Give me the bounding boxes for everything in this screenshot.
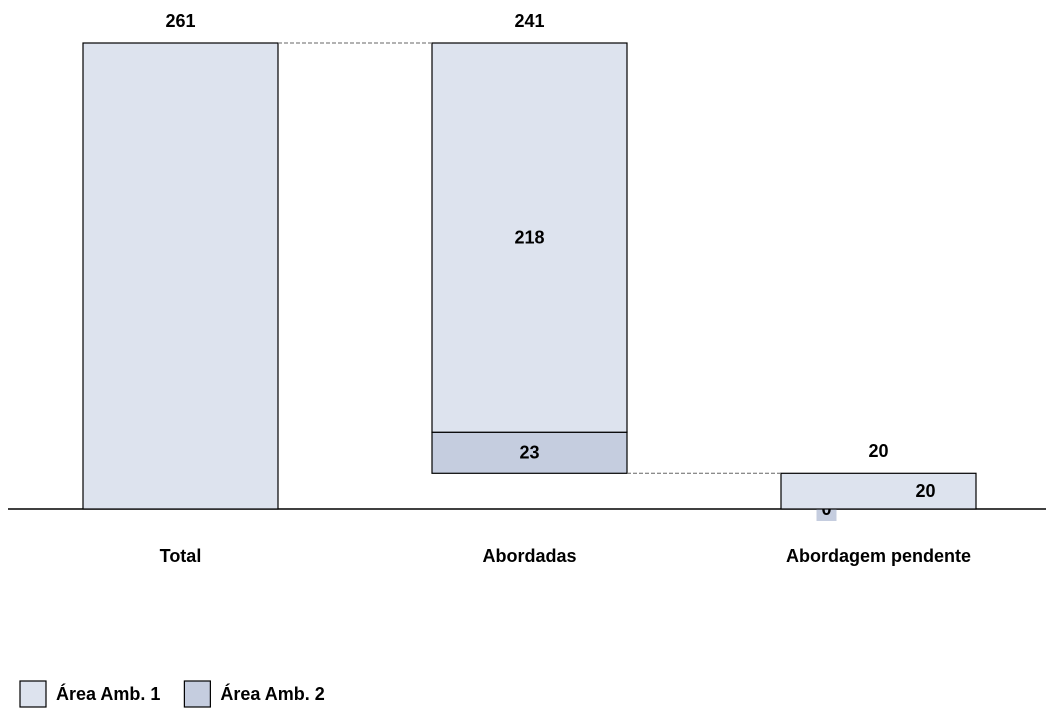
bar-segment (780, 472, 977, 510)
total-label: 261 (165, 11, 195, 31)
segment-label: 23 (519, 443, 539, 463)
total-label: 20 (868, 441, 888, 461)
x-tick-label: Abordadas (482, 546, 576, 566)
legend-label: Área Amb. 1 (56, 683, 160, 704)
total-label: 241 (514, 11, 544, 31)
x-tick-label: Abordagem pendente (786, 546, 971, 566)
legend-swatch (183, 680, 211, 708)
legend-label: Área Amb. 2 (220, 683, 324, 704)
segment-label: 218 (514, 227, 544, 247)
bar-segment (82, 42, 279, 510)
segment-label: 20 (915, 481, 935, 501)
bar-segment (431, 431, 628, 474)
bar-segment (431, 42, 628, 433)
x-tick-label: Total (160, 546, 202, 566)
legend-swatch (19, 680, 47, 708)
